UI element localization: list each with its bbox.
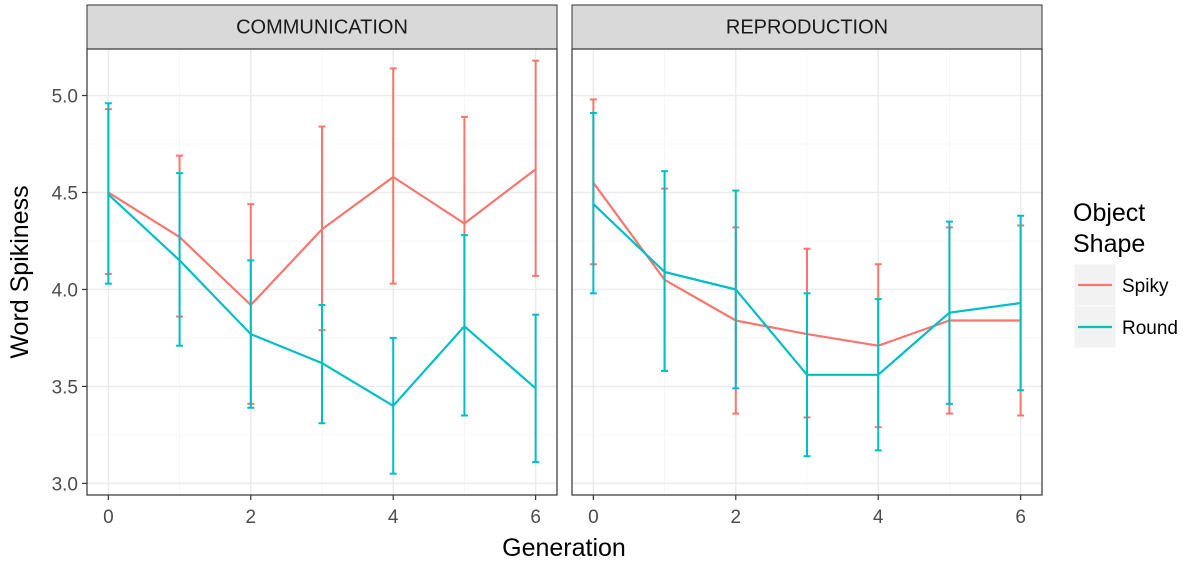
strip-background [571, 4, 1043, 50]
x-tick-label: 0 [103, 507, 114, 528]
y-axis-ticks: 3.0 3.5 4.0 4.5 5.0 [52, 87, 87, 495]
y-axis-title: Word Spikiness [6, 185, 34, 358]
x-tick-label: 6 [1015, 507, 1026, 528]
errorbar-round [104, 102, 112, 285]
y-tick-label: 5.0 [52, 87, 78, 108]
x-tick-label: 2 [245, 507, 256, 528]
errorbar-round [532, 313, 540, 464]
panel-marks [104, 59, 540, 475]
x-tick-label: 4 [388, 507, 399, 528]
legend-item-spiky: Spiky [1073, 263, 1169, 307]
y-tick-label: 4.5 [52, 183, 78, 204]
series-round [104, 102, 540, 475]
panel-marks [589, 98, 1025, 458]
errorbar-spiky [532, 59, 540, 277]
x-axis-ticks: 0 2 4 6 [588, 495, 1026, 528]
x-axis-title: Generation [502, 534, 626, 562]
series-line-round [107, 193, 537, 407]
strip-label-reproduction: REPRODUCTION [726, 16, 888, 38]
legend-title-line1: Object [1073, 199, 1145, 227]
y-tick-label: 3.0 [52, 474, 78, 495]
legend-item-round: Round [1073, 305, 1178, 349]
panel-border [571, 48, 1043, 496]
panel-communication: COMMUNICATION 0 2 4 6 [86, 4, 558, 528]
series-round [589, 111, 1025, 458]
x-tick-label: 4 [873, 507, 884, 528]
legend: Object Shape Spiky Round [1073, 199, 1178, 349]
legend-label-spiky: Spiky [1122, 276, 1169, 297]
errorbar-round [1017, 214, 1025, 392]
errorbar-round [589, 111, 597, 295]
strip-background [86, 4, 558, 50]
panel-reproduction: REPRODUCTION 0 2 4 6 [571, 4, 1043, 528]
legend-title-line2: Shape [1073, 230, 1145, 258]
panel-border [86, 48, 558, 496]
series-line-round [592, 203, 1021, 376]
x-tick-label: 6 [530, 507, 541, 528]
x-axis-ticks: 0 2 4 6 [103, 495, 541, 528]
y-tick-label: 4.0 [52, 280, 78, 301]
x-tick-label: 0 [588, 507, 599, 528]
x-tick-label: 2 [730, 507, 741, 528]
strip-label-communication: COMMUNICATION [236, 16, 408, 38]
legend-label-round: Round [1122, 318, 1178, 339]
y-tick-label: 3.5 [52, 377, 78, 398]
